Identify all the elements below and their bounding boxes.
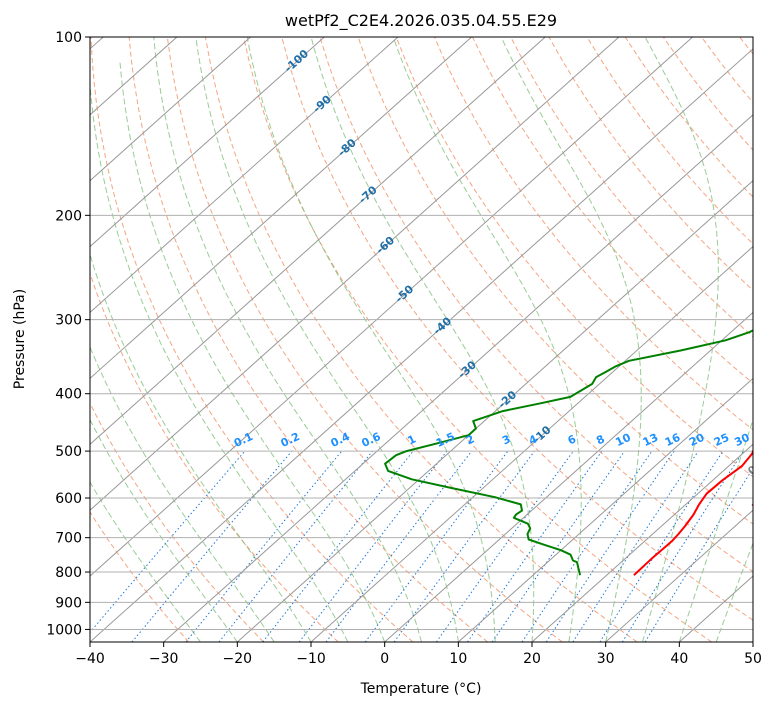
isotherm-line (90, 37, 325, 248)
dry-adiabat (166, 37, 563, 642)
isotherm-line (310, 245, 753, 642)
profile-lines (384, 329, 753, 576)
moist-adiabat (119, 61, 386, 642)
dry-adiabat (395, 37, 753, 478)
y-axis-label: Pressure (hPa) (12, 289, 28, 389)
mixing-ratio-line (364, 450, 509, 642)
x-tick-label: 40 (670, 651, 688, 667)
x-tick-label: 30 (597, 651, 615, 667)
isotherm-line (90, 37, 546, 445)
mixing-ratio-label: 25 (712, 431, 731, 449)
y-tick-label: 300 (55, 313, 82, 329)
dry-adiabat (472, 37, 753, 384)
y-tick-label: 100 (55, 30, 82, 46)
mixing-ratio-line (325, 450, 473, 642)
mixing-ratio-label: 10 (613, 431, 633, 449)
moist-adiabat (153, 37, 422, 642)
x-tick-label: 10 (449, 651, 467, 667)
y-tick-label: 200 (55, 208, 82, 224)
mixing-ratio-line (491, 450, 626, 642)
moist-adiabat (678, 418, 753, 642)
isotherm-line (531, 443, 753, 642)
moist-adiabat (90, 481, 201, 642)
moist-adiabat (500, 37, 642, 642)
isotherm-line (90, 37, 620, 511)
isotherm-line (384, 311, 753, 642)
moist-adiabat-label: 0 (745, 463, 759, 478)
x-tick-label: −10 (296, 651, 326, 667)
moist-adiabat (90, 83, 349, 642)
x-tick-label: 50 (744, 651, 762, 667)
dry-adiabat (90, 402, 264, 642)
moist-adiabat (310, 37, 535, 642)
x-tick-label: 20 (523, 651, 541, 667)
mixing-ratio-line (521, 450, 653, 642)
moist-adiabat (90, 252, 312, 642)
background-lines (90, 37, 753, 642)
isotherm-line (90, 48, 753, 642)
y-tick-label: 400 (55, 387, 82, 403)
y-tick-label: 600 (55, 491, 82, 507)
chart-title: wetPf2_C2E4.2026.035.04.55.E29 (285, 11, 557, 31)
x-tick-label: −30 (149, 651, 179, 667)
mixing-ratio-line (467, 450, 603, 642)
dry-adiabat (128, 37, 488, 642)
x-tick-label: −20 (223, 651, 253, 667)
y-tick-label: 900 (55, 595, 82, 611)
dewpoint-line (384, 329, 753, 576)
isotherm-line (163, 114, 753, 642)
mixing-ratio-label: 13 (641, 431, 660, 449)
moist-adiabat (392, 37, 582, 642)
dry-adiabat-label: 10 (749, 494, 769, 514)
mixing-ratio-label: 30 (732, 431, 752, 449)
mixing-ratio-line (572, 450, 699, 642)
x-tick-label: −40 (75, 651, 105, 667)
mixing-ratio-label: 16 (663, 431, 683, 449)
y-axis: 100 200 300 400 500 600 700 800 900 1000 (46, 30, 90, 638)
y-tick-label: 1000 (46, 622, 82, 638)
y-tick-label: 800 (55, 565, 82, 581)
isotherm-line (90, 37, 693, 577)
mixing-ratio-line (545, 450, 675, 642)
isotherm-line (90, 37, 472, 380)
moist-adiabat (195, 37, 459, 642)
isotherm-line (90, 37, 251, 182)
mixing-ratio-line (599, 450, 724, 642)
y-tick-label: 500 (55, 444, 82, 460)
dry-adiabat (204, 37, 638, 642)
x-axis-label: Temperature (°C) (360, 681, 482, 697)
mixing-ratio-line (621, 450, 744, 642)
dry-adiabat (281, 37, 753, 621)
x-tick-label: 0 (380, 651, 389, 667)
x-axis: −40 −30 −20 −10 0 10 20 30 40 50 (75, 642, 762, 667)
y-tick-label: 700 (55, 531, 82, 547)
moist-adiabat (642, 37, 719, 642)
isotherm-line (605, 509, 753, 642)
moist-adiabat (246, 37, 496, 642)
isotherm-line (236, 180, 753, 642)
mixing-ratio-label: 20 (687, 431, 707, 449)
mixing-ratio-line (435, 450, 574, 642)
temperature-line (633, 448, 753, 576)
dry-adiabat (548, 37, 753, 292)
isotherm-line (90, 37, 399, 314)
dry-adiabat (319, 37, 753, 573)
isotherm-line (457, 377, 753, 642)
mixing-ratio-line (185, 450, 343, 642)
mixing-ratio-line (218, 450, 373, 642)
plot-frame (89, 36, 754, 643)
